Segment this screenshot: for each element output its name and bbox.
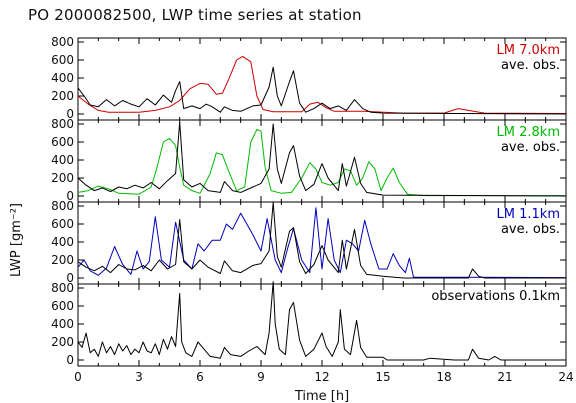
x-tick-label: 12 [314,370,329,384]
x-tick-label: 24 [558,370,573,384]
x-tick-label: 15 [375,370,390,384]
panel-4: 0 200 400 600 800 observations 0.1km [51,281,567,367]
y-tick-label: 600 [51,217,74,231]
y-tick-label: 600 [51,299,74,313]
y-tick-label: 0 [66,189,74,203]
series-line-lm-7-0km [77,55,567,114]
y-tick-label: 0 [66,107,74,121]
series-line-ave-obs- [77,121,567,197]
panel-label: observations 0.1km [431,289,560,304]
series-line-lm-1-1km [77,207,567,279]
y-tick-label: 200 [51,171,74,185]
y-tick-label: 400 [51,317,74,331]
series-line-lm-2-8km [77,128,566,197]
y-tick-label: 200 [51,253,74,267]
y-tick-label: 600 [51,53,74,67]
panel-label: ave. obs. [501,140,560,155]
panel-label: ave. obs. [501,58,560,73]
y-tick-label: 0 [66,271,74,285]
series-line-ave-obs- [77,201,566,279]
x-axis-label: Time [h] [294,389,349,403]
y-tick-label: 800 [51,199,74,213]
series-line-ave-obs- [77,66,567,115]
panel-label: ave. obs. [501,222,560,237]
panel-label: LM 1.1km [497,207,560,222]
x-tick-label: 9 [257,370,265,384]
series-line-observations-0-1km [77,281,566,361]
y-tick-label: 0 [66,353,74,367]
figure-title: PO 2000082500, LWP time series at statio… [28,6,362,24]
y-tick-label: 800 [51,117,74,131]
y-tick-label: 600 [51,135,74,149]
y-tick-label: 800 [51,281,74,295]
panel-frame [77,201,567,285]
panel-label: LM 2.8km [497,125,560,140]
y-tick-label: 800 [51,35,74,49]
x-tick-label: 6 [196,370,204,384]
panel-frame [77,37,567,121]
y-tick-label: 200 [51,89,74,103]
x-tick-label: 3 [135,370,143,384]
panel-frame [77,119,567,203]
x-tick-label: 21 [497,370,512,384]
panel-label: LM 7.0km [497,43,560,58]
y-tick-label: 400 [51,153,74,167]
y-tick-label: 200 [51,335,74,349]
y-tick-label: 400 [51,71,74,85]
y-axis-label: LWP [gm⁻²] [9,203,24,277]
x-tick-label: 0 [74,370,82,384]
y-tick-label: 400 [51,235,74,249]
x-tick-label: 18 [436,370,451,384]
